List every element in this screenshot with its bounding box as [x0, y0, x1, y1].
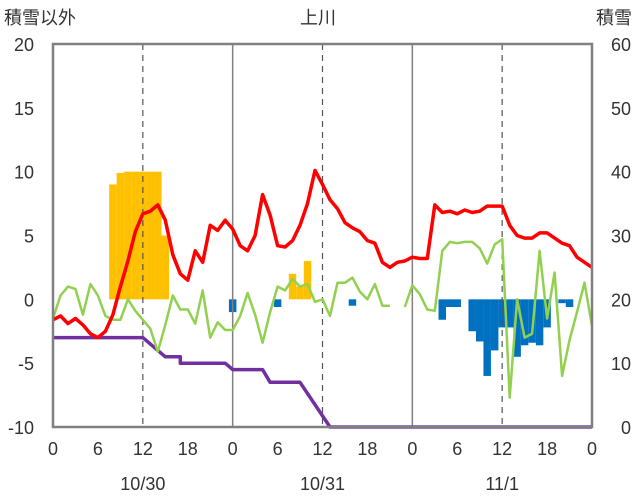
bar [446, 299, 454, 307]
x-tick-label: 12 [492, 439, 512, 459]
bar [520, 299, 529, 346]
right-tick-label: 60 [611, 35, 631, 55]
x-tick-label: 0 [228, 439, 238, 459]
grid [142, 44, 503, 427]
bar [348, 299, 357, 306]
left-tick-label: 5 [24, 227, 34, 247]
bar [468, 299, 476, 332]
right-tick-label: 40 [611, 163, 631, 183]
bar [273, 299, 282, 307]
right-tick-label: 50 [611, 99, 631, 119]
bar [116, 172, 125, 300]
chart-title: 上川 [300, 8, 336, 29]
bar [505, 299, 514, 328]
bar [438, 299, 447, 320]
right-axis-label: 積雪 [596, 8, 632, 29]
bar [513, 299, 521, 357]
bar [483, 299, 491, 376]
bar [535, 299, 544, 346]
left-tick-label: -10 [8, 418, 34, 438]
wind-line [51, 238, 594, 399]
date-label: 10/31 [300, 474, 345, 494]
bar [475, 299, 484, 342]
temperature-line [52, 168, 593, 340]
x-tick-label: 6 [273, 439, 283, 459]
bar [154, 171, 162, 300]
x-tick-label: 12 [312, 439, 332, 459]
left-axis-label: 積雪以外 [4, 8, 76, 29]
bar [124, 171, 132, 300]
right-tick-label: 10 [611, 354, 631, 374]
bar [565, 299, 574, 307]
snow-depth-line [53, 335, 592, 429]
bar [296, 286, 304, 300]
plot-frame [51, 42, 594, 429]
bar [288, 273, 297, 300]
left-tick-label: 10 [14, 163, 34, 183]
x-tick-label: 12 [133, 439, 153, 459]
x-tick-label: 18 [537, 439, 557, 459]
bar [161, 235, 170, 300]
x-tick-label: 6 [452, 439, 462, 459]
bar [303, 261, 312, 300]
line-series [51, 168, 594, 429]
bar [146, 171, 155, 300]
x-tick-label: 18 [357, 439, 377, 459]
left-tick-label: 20 [14, 35, 34, 55]
bar [109, 184, 117, 300]
bar [558, 299, 566, 304]
right-tick-label: 20 [611, 290, 631, 310]
x-tick-label: 18 [178, 439, 198, 459]
x-tick-label: 6 [93, 439, 103, 459]
left-tick-label: 0 [24, 290, 34, 310]
date-label: 11/1 [485, 474, 519, 494]
right-tick-label: 30 [611, 227, 631, 247]
x-tick-label: 0 [587, 439, 597, 459]
left-tick-label: 15 [14, 99, 34, 119]
bar [453, 299, 461, 307]
x-tick-label: 0 [48, 439, 58, 459]
right-tick-label: 0 [621, 418, 631, 438]
x-tick-label: 0 [407, 439, 417, 459]
bar [490, 299, 499, 351]
date-label: 10/30 [120, 474, 165, 494]
left-tick-label: -5 [18, 354, 34, 374]
